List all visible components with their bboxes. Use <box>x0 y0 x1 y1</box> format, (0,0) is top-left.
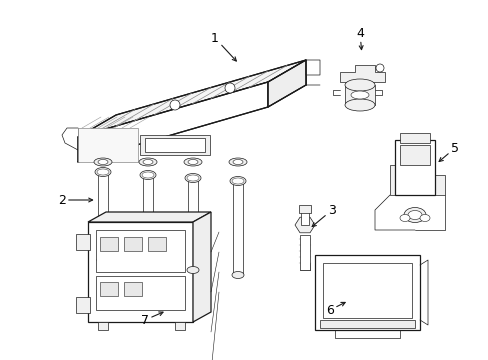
Bar <box>187 178 198 270</box>
Polygon shape <box>267 60 305 107</box>
Bar <box>175 322 184 330</box>
Bar <box>76 234 90 250</box>
Bar <box>142 175 153 265</box>
Ellipse shape <box>184 174 201 183</box>
Ellipse shape <box>231 271 244 279</box>
Ellipse shape <box>98 159 108 165</box>
Bar <box>76 297 90 313</box>
Ellipse shape <box>345 99 374 111</box>
Text: 1: 1 <box>211 32 236 61</box>
Ellipse shape <box>399 215 409 221</box>
Circle shape <box>170 100 180 110</box>
Circle shape <box>375 64 383 72</box>
Bar <box>88 222 193 322</box>
Bar <box>100 237 118 251</box>
Ellipse shape <box>142 159 153 165</box>
Text: 2: 2 <box>58 194 92 207</box>
Text: 3: 3 <box>311 203 335 226</box>
Polygon shape <box>78 60 305 137</box>
Ellipse shape <box>407 211 421 220</box>
Ellipse shape <box>187 159 198 165</box>
Ellipse shape <box>229 176 245 185</box>
Polygon shape <box>193 212 210 322</box>
Ellipse shape <box>97 169 109 175</box>
Ellipse shape <box>142 261 154 269</box>
Bar <box>399 133 429 143</box>
Polygon shape <box>78 82 267 162</box>
Polygon shape <box>389 165 444 195</box>
Ellipse shape <box>345 79 374 91</box>
Bar <box>301 210 308 225</box>
Bar <box>345 85 374 105</box>
Text: 7: 7 <box>141 312 163 327</box>
Ellipse shape <box>140 171 156 180</box>
Ellipse shape <box>403 207 425 222</box>
Bar <box>148 237 165 251</box>
Ellipse shape <box>183 158 202 166</box>
Bar <box>98 322 108 330</box>
Ellipse shape <box>142 172 154 178</box>
Polygon shape <box>88 212 210 222</box>
Circle shape <box>224 83 235 93</box>
Bar <box>323 263 411 318</box>
Bar <box>140 135 209 155</box>
Text: 5: 5 <box>438 141 458 162</box>
Text: 6: 6 <box>325 302 345 316</box>
Bar <box>78 128 138 162</box>
Bar <box>298 205 310 213</box>
Ellipse shape <box>94 158 112 166</box>
Bar <box>299 235 309 270</box>
Bar <box>124 237 142 251</box>
Ellipse shape <box>350 91 368 99</box>
Bar <box>124 282 142 296</box>
Ellipse shape <box>97 256 109 264</box>
Ellipse shape <box>231 178 244 184</box>
Ellipse shape <box>232 159 243 165</box>
Polygon shape <box>294 217 314 233</box>
Bar <box>96 276 184 310</box>
Ellipse shape <box>186 266 199 274</box>
Bar <box>394 140 434 195</box>
Bar <box>96 230 184 272</box>
Bar <box>98 172 108 260</box>
Bar <box>100 282 118 296</box>
Polygon shape <box>339 65 384 82</box>
Ellipse shape <box>186 175 199 181</box>
Ellipse shape <box>419 215 429 221</box>
Bar <box>314 255 419 330</box>
Ellipse shape <box>139 158 157 166</box>
Bar <box>232 181 243 275</box>
Ellipse shape <box>228 158 246 166</box>
Bar <box>399 145 429 165</box>
Ellipse shape <box>95 167 111 176</box>
Bar <box>319 320 414 328</box>
Text: 4: 4 <box>355 27 363 50</box>
Bar <box>145 138 204 152</box>
